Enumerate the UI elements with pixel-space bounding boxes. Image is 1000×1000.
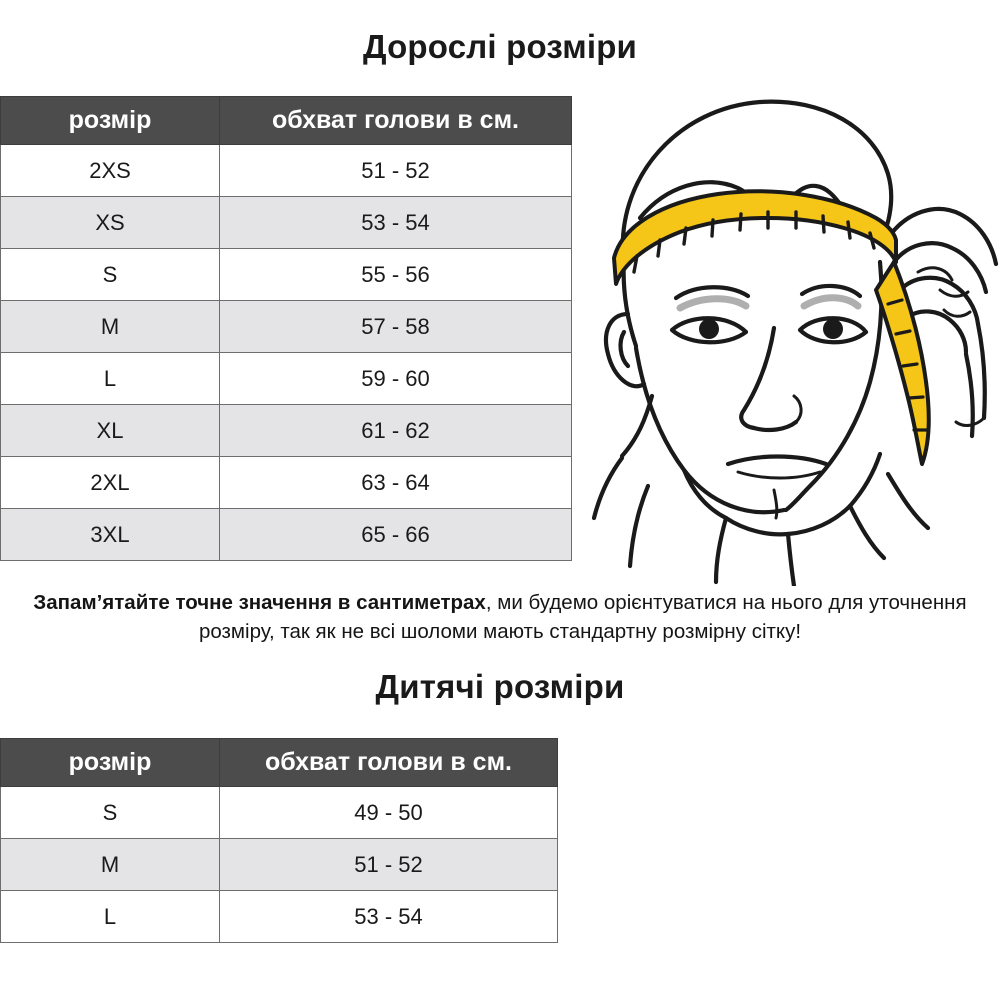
table-row: M 51 - 52 bbox=[0, 838, 558, 891]
adult-circumference-cell: 65 - 66 bbox=[219, 508, 572, 561]
adult-size-cell: S bbox=[0, 248, 220, 301]
adult-header-circumference: обхват голови в см. bbox=[219, 96, 572, 145]
kids-size-cell: M bbox=[0, 838, 220, 891]
adult-size-cell: 2XS bbox=[0, 144, 220, 197]
adult-size-cell: 2XL bbox=[0, 456, 220, 509]
adult-circumference-cell: 51 - 52 bbox=[219, 144, 572, 197]
kids-header-circumference: обхват голови в см. bbox=[219, 738, 558, 787]
table-row: L 59 - 60 bbox=[0, 352, 572, 405]
adult-size-cell: XS bbox=[0, 196, 220, 249]
kids-sizes-title: Дитячі розміри bbox=[375, 668, 625, 705]
table-row: 3XL 65 - 66 bbox=[0, 508, 572, 561]
adult-circumference-cell: 53 - 54 bbox=[219, 196, 572, 249]
kids-size-table: розмір обхват голови в см. S 49 - 50 M 5… bbox=[0, 738, 558, 943]
kids-size-cell: S bbox=[0, 786, 220, 839]
man-measuring-head-icon bbox=[591, 99, 999, 586]
measurement-note: Запам’ятайте точне значення в сантиметра… bbox=[20, 588, 980, 646]
note-bold-text: Запам’ятайте точне значення в сантиметра… bbox=[33, 591, 486, 614]
adult-circumference-cell: 59 - 60 bbox=[219, 352, 572, 405]
adult-size-cell: L bbox=[0, 352, 220, 405]
adult-size-table: розмір обхват голови в см. 2XS 51 - 52 X… bbox=[0, 96, 572, 561]
kids-circumference-cell: 53 - 54 bbox=[219, 890, 558, 943]
adult-circumference-cell: 55 - 56 bbox=[219, 248, 572, 301]
adult-sizes-title: Дорослі розміри bbox=[362, 28, 638, 65]
adult-circumference-cell: 61 - 62 bbox=[219, 404, 572, 457]
adult-size-cell: M bbox=[0, 300, 220, 353]
table-header-row: розмір обхват голови в см. bbox=[0, 738, 558, 787]
table-row: S 49 - 50 bbox=[0, 786, 558, 839]
kids-circumference-cell: 51 - 52 bbox=[219, 838, 558, 891]
adult-circumference-cell: 57 - 58 bbox=[219, 300, 572, 353]
table-row: XL 61 - 62 bbox=[0, 404, 572, 457]
table-row: M 57 - 58 bbox=[0, 300, 572, 353]
table-header-row: розмір обхват голови в см. bbox=[0, 96, 572, 145]
table-row: L 53 - 54 bbox=[0, 890, 558, 943]
adult-size-cell: 3XL bbox=[0, 508, 220, 561]
kids-header-size: розмір bbox=[0, 738, 220, 787]
adult-size-cell: XL bbox=[0, 404, 220, 457]
adult-circumference-cell: 63 - 64 bbox=[219, 456, 572, 509]
head-measurement-illustration bbox=[588, 66, 1000, 586]
table-row: S 55 - 56 bbox=[0, 248, 572, 301]
table-row: XS 53 - 54 bbox=[0, 196, 572, 249]
note-rest-text: , ми будемо орієнтуватися на нього для у… bbox=[198, 591, 967, 643]
adult-header-size: розмір bbox=[0, 96, 220, 145]
tape-measure-icon bbox=[612, 189, 931, 466]
kids-size-cell: L bbox=[0, 890, 220, 943]
table-row: 2XS 51 - 52 bbox=[0, 144, 572, 197]
table-row: 2XL 63 - 64 bbox=[0, 456, 572, 509]
kids-circumference-cell: 49 - 50 bbox=[219, 786, 558, 839]
